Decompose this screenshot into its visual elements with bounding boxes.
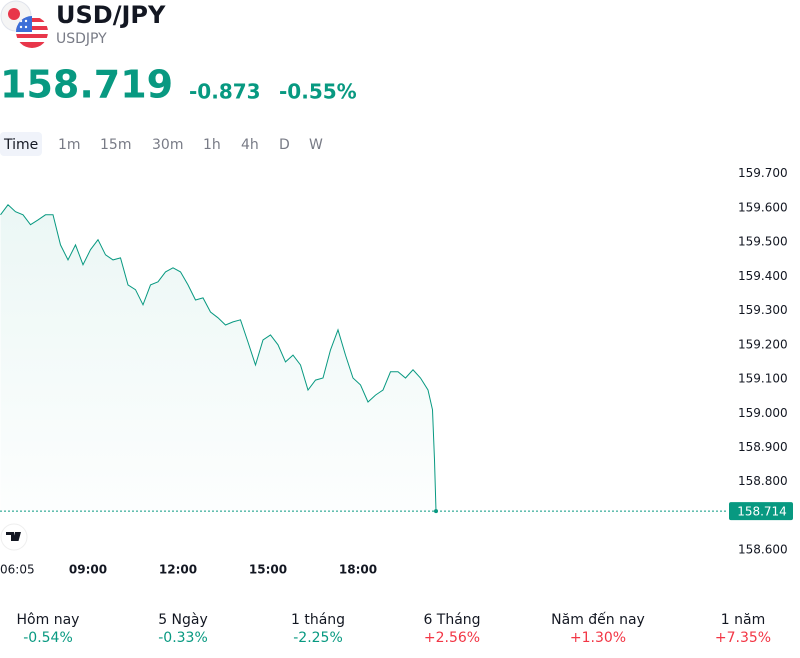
y-tick-label: 158.900 — [738, 440, 788, 454]
y-tick-label: 158.600 — [738, 543, 788, 557]
last-value-box — [729, 502, 793, 521]
period-label[interactable]: Hôm nay — [17, 612, 80, 628]
x-tick-label: 12:00 — [159, 563, 197, 577]
period-change[interactable]: +2.56% — [424, 630, 480, 646]
performance-row: Hôm nay -0.54% 5 Ngày -0.33% 1 tháng -2.25% 6 … — [17, 611, 772, 646]
period-label[interactable]: 5 Ngày — [158, 612, 208, 628]
period-change[interactable]: -0.33% — [158, 630, 208, 646]
tab-selected-bg — [0, 132, 42, 156]
ticker: USDJPY — [56, 31, 107, 47]
symbol: USD/JPY — [56, 1, 166, 29]
x-tick-label: 06:05 — [0, 563, 35, 577]
x-tick-label: 18:00 — [339, 563, 377, 577]
logo — [0, 523, 28, 551]
change: -0.873 — [189, 80, 261, 104]
timeframe-tab[interactable]: 4h — [241, 137, 259, 153]
y-tick-label: 159.000 — [738, 406, 788, 420]
period-label[interactable]: 1 năm — [721, 612, 765, 628]
timeframe-tab[interactable]: 1h — [203, 137, 221, 153]
change-percent: -0.55% — [279, 80, 357, 104]
period-change[interactable]: +7.35% — [715, 630, 771, 646]
timeframe-tab[interactable]: 1m — [58, 137, 81, 153]
period-change[interactable]: -2.25% — [293, 630, 343, 646]
period-label[interactable]: 1 tháng — [291, 612, 345, 628]
y-tick-label: 158.800 — [738, 474, 788, 488]
last-value-label: 158.714 — [737, 505, 787, 519]
period-label[interactable]: Năm đến nay — [551, 611, 645, 628]
timeframe-tab[interactable]: Time — [3, 137, 38, 153]
timeframe-tab[interactable]: 30m — [152, 137, 183, 153]
x-tick-label: 15:00 — [249, 563, 287, 577]
currency-flags — [0, 0, 48, 48]
period-label[interactable]: 6 Tháng — [423, 612, 480, 628]
period-change[interactable]: -0.54% — [23, 630, 73, 646]
y-tick-label: 159.700 — [738, 166, 788, 180]
timeframe-tab[interactable]: W — [309, 137, 323, 153]
price: 158.719 — [0, 63, 173, 107]
y-tick-label: 159.600 — [738, 200, 788, 214]
y-tick-label: 159.200 — [738, 337, 788, 351]
timeframe-tabs: Time 1m 15m 30m 1h 4h D W — [0, 132, 323, 156]
y-tick-label: 159.300 — [738, 303, 788, 317]
period-change[interactable]: +1.30% — [570, 630, 626, 646]
timeframe-tab[interactable]: 15m — [100, 137, 131, 153]
plot: 158.600 158.800 158.900 159.000 159.100 159.2… — [0, 166, 793, 577]
area — [0, 204, 436, 512]
y-tick-label: 159.100 — [738, 372, 788, 386]
price-line — [0, 204, 437, 512]
y-tick-label: 159.400 — [738, 269, 788, 283]
timeframe-tab[interactable]: D — [279, 137, 290, 153]
x-tick-label: 09:00 — [69, 563, 107, 577]
y-tick-label: 159.500 — [738, 235, 788, 249]
